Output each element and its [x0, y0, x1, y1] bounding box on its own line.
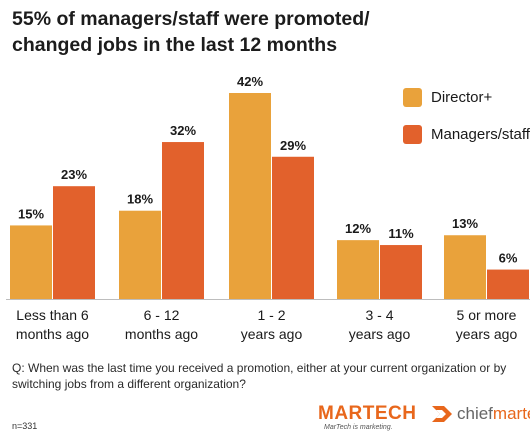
data-label-managers-1: 32%: [170, 123, 196, 138]
category-label-1-line-1: 6 - 12: [144, 307, 180, 323]
legend-swatch-director: [403, 87, 422, 107]
category-label-0-line-1: Less than 6: [16, 307, 89, 323]
category-label-3-line-1: 3 - 4: [365, 307, 393, 323]
category-label-3-line-2: years ago: [349, 326, 411, 342]
data-label-director-3: 12%: [345, 221, 371, 236]
bar-director-2: [229, 93, 271, 299]
category-label-4-line-1: 5 or more: [457, 307, 517, 323]
martech-logo-tagline: MarTech is marketing.: [324, 424, 393, 431]
chiefmartec-prefix: chief: [457, 404, 493, 423]
bar-managers-3: [380, 245, 422, 299]
bar-director-0: [10, 225, 52, 299]
bar-managers-1: [162, 142, 204, 299]
bar-director-3: [337, 240, 379, 299]
category-label-2-line-1: 1 - 2: [257, 307, 285, 323]
martech-logo: MARTECH MarTech is marketing.: [318, 403, 417, 432]
data-label-director-4: 13%: [452, 216, 478, 231]
chart-legend: Director+ Managers/staff: [403, 84, 530, 158]
bar-managers-2: [272, 156, 314, 299]
bar-managers-0: [53, 186, 95, 299]
legend-item-director: Director+: [403, 84, 530, 110]
sample-size: n=331: [12, 421, 38, 431]
chiefmartec-logo-word: chiefmartec: [457, 404, 530, 424]
data-label-director-1: 18%: [127, 192, 153, 207]
chiefmartec-chevron-icon: [432, 406, 452, 422]
chiefmartec-suffix: martec: [492, 404, 530, 423]
legend-label-director: Director+: [431, 88, 493, 106]
data-label-managers-4: 6%: [499, 251, 518, 266]
category-label-1-line-2: months ago: [125, 326, 198, 342]
chiefmartec-logo: chiefmartec: [430, 404, 530, 424]
bar-director-4: [444, 235, 486, 299]
data-label-managers-0: 23%: [61, 167, 87, 182]
category-label-4-line-2: years ago: [456, 326, 518, 342]
bar-director-1: [119, 210, 161, 299]
bar-chart: 15% 23% Less than 6 months ago 18% 32% 6 - 12 m…: [6, 74, 530, 342]
data-label-director-2: 42%: [237, 74, 263, 89]
category-label-2-line-2: years ago: [241, 326, 303, 342]
martech-logo-word: MARTECH: [318, 403, 417, 424]
chart-title-line-2: changed jobs in the last 12 months: [12, 34, 338, 56]
data-label-director-0: 15%: [18, 206, 44, 221]
survey-question: Q: When was the last time you received a…: [12, 361, 507, 391]
legend-label-managers: Managers/staff: [431, 125, 530, 143]
data-label-managers-3: 11%: [388, 226, 414, 241]
legend-item-managers: Managers/staff: [403, 121, 530, 147]
chart-title: 55% of managers/staff were promoted/ cha…: [12, 6, 512, 58]
category-label-0-line-2: months ago: [16, 326, 89, 342]
legend-swatch-managers: [403, 124, 422, 144]
bar-managers-4: [487, 269, 529, 299]
chart-title-line-1: 55% of managers/staff were promoted/: [12, 8, 370, 30]
data-label-managers-2: 29%: [280, 138, 306, 153]
